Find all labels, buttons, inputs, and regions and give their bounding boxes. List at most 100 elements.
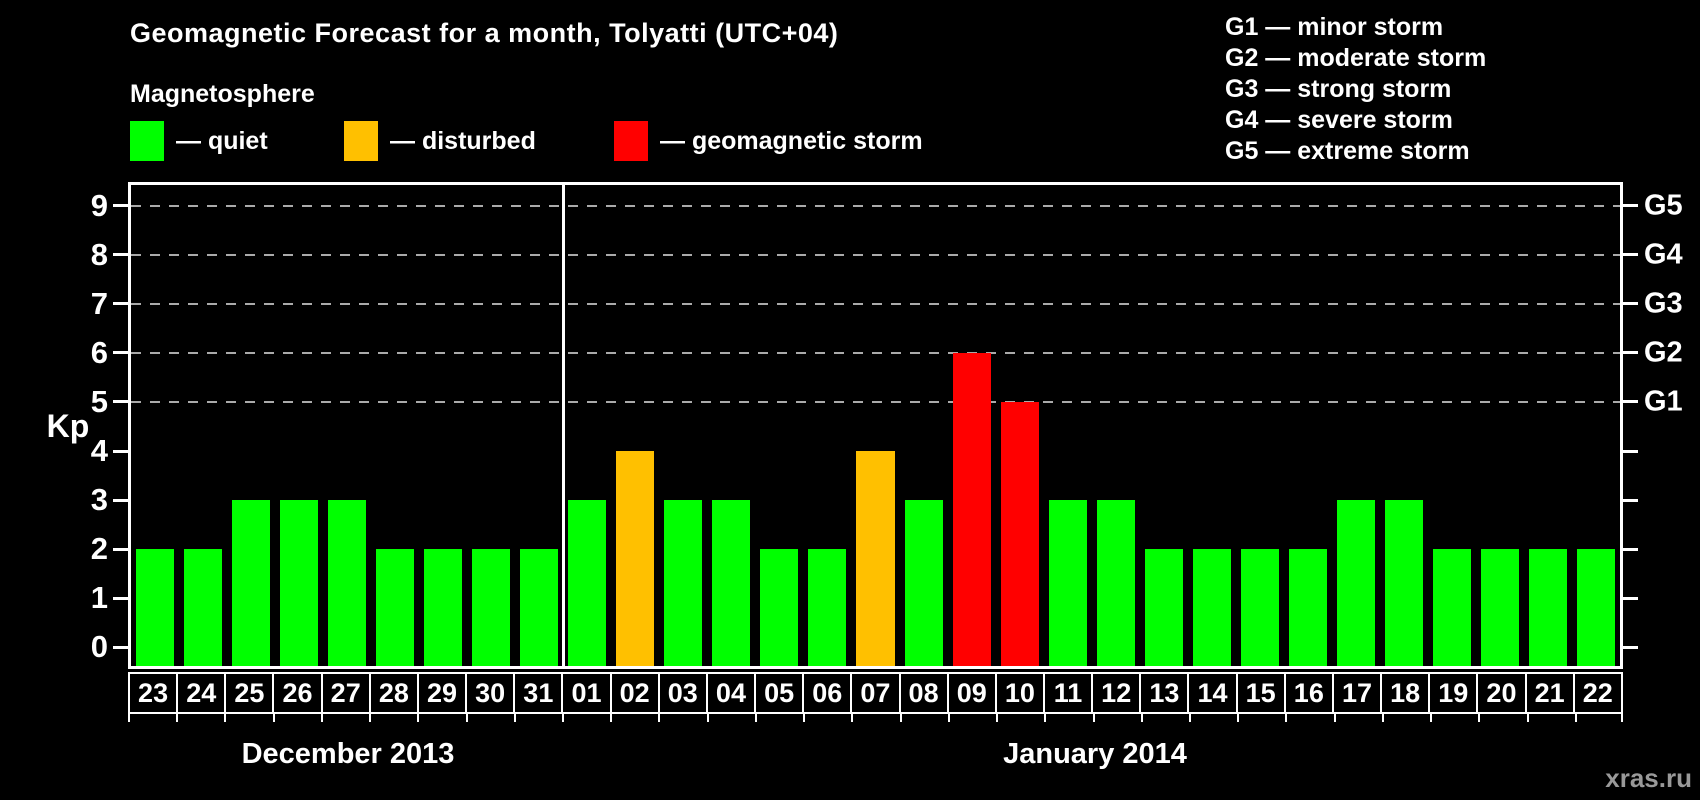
g-scale-label-G2: G2 bbox=[1644, 336, 1683, 369]
bar-slot-24 bbox=[179, 185, 227, 666]
day-label-14: 14 bbox=[1187, 672, 1238, 714]
x-axis-tick-20 bbox=[1092, 714, 1095, 722]
kp-bar-02 bbox=[616, 451, 655, 666]
bar-slot-02 bbox=[611, 185, 659, 666]
bar-slot-31 bbox=[515, 185, 563, 666]
y-tick-label-2: 2 bbox=[90, 531, 108, 567]
kp-bar-31 bbox=[520, 549, 559, 666]
bar-slot-26 bbox=[275, 185, 323, 666]
bar-slot-20 bbox=[1476, 185, 1524, 666]
kp-bar-15 bbox=[1240, 549, 1279, 666]
y-tick-right-4 bbox=[1623, 449, 1638, 453]
kp-bar-29 bbox=[424, 549, 463, 666]
day-label-20: 20 bbox=[1476, 672, 1527, 714]
x-axis-tick-16 bbox=[899, 714, 902, 722]
kp-bar-07 bbox=[856, 451, 895, 666]
bar-slot-15 bbox=[1236, 185, 1284, 666]
x-axis-tick-3 bbox=[272, 714, 275, 722]
plot-inner: 0 1 2 3 4 5 G1 6 G2 7 G3 8 G4 9 G5 bbox=[91, 185, 1683, 666]
y-tick-label-1: 1 bbox=[90, 580, 108, 616]
x-axis-tick-14 bbox=[803, 714, 806, 722]
kp-bar-05 bbox=[760, 549, 799, 666]
gridline-kp5 bbox=[131, 400, 1620, 403]
bar-slot-30 bbox=[467, 185, 515, 666]
plot-area: 0 1 2 3 4 5 G1 6 G2 7 G3 8 G4 9 G5 bbox=[91, 182, 1683, 669]
kp-bar-16 bbox=[1288, 549, 1327, 666]
storm-scale-line-g4: G4 — severe storm bbox=[1225, 106, 1453, 134]
bar-slot-04 bbox=[707, 185, 755, 666]
magnetosphere-legend-heading: Magnetosphere bbox=[130, 80, 315, 108]
y-tick-right-6 bbox=[1623, 351, 1638, 355]
day-label-16: 16 bbox=[1283, 672, 1334, 714]
kp-bar-21 bbox=[1528, 549, 1567, 666]
x-axis-tick-29 bbox=[1526, 714, 1529, 722]
day-label-07: 07 bbox=[850, 672, 901, 714]
x-axis-tick-31 bbox=[1621, 714, 1623, 722]
day-label-23: 23 bbox=[128, 672, 179, 714]
day-label-08: 08 bbox=[898, 672, 949, 714]
y-tick-right-7 bbox=[1623, 302, 1638, 306]
kp-bar-08 bbox=[904, 500, 943, 666]
y-tick-left-5 bbox=[113, 400, 128, 404]
y-tick-label-6: 6 bbox=[90, 334, 108, 370]
kp-bar-20 bbox=[1480, 549, 1519, 666]
day-label-06: 06 bbox=[802, 672, 853, 714]
kp-bar-12 bbox=[1096, 500, 1135, 666]
day-label-27: 27 bbox=[320, 672, 371, 714]
y-tick-left-3 bbox=[113, 498, 128, 502]
y-tick-label-8: 8 bbox=[90, 236, 108, 272]
kp-bar-17 bbox=[1336, 500, 1375, 666]
kp-bar-30 bbox=[472, 549, 511, 666]
kp-bar-27 bbox=[328, 500, 367, 666]
y-tick-left-2 bbox=[113, 547, 128, 551]
kp-bar-14 bbox=[1192, 549, 1231, 666]
y-tick-label-5: 5 bbox=[90, 383, 108, 419]
y-tick-left-1 bbox=[113, 596, 128, 600]
kp-bar-11 bbox=[1048, 500, 1087, 666]
kp-bar-25 bbox=[232, 500, 271, 666]
bar-slot-25 bbox=[227, 185, 275, 666]
month-label-january: January 2014 bbox=[1003, 738, 1187, 770]
gridline-kp7 bbox=[131, 302, 1620, 305]
day-label-17: 17 bbox=[1331, 672, 1383, 714]
day-label-02: 02 bbox=[609, 672, 660, 714]
x-axis-tick-5 bbox=[369, 714, 372, 722]
bar-slot-21 bbox=[1524, 185, 1572, 666]
y-tick-right-3 bbox=[1623, 498, 1638, 502]
bar-slot-16 bbox=[1284, 185, 1332, 666]
kp-bar-28 bbox=[376, 549, 415, 666]
storm-scale-legend: G1 — minor storm G2 — moderate storm G3 … bbox=[1225, 12, 1486, 167]
g-scale-label-G5: G5 bbox=[1644, 189, 1683, 222]
x-axis-tick-21 bbox=[1140, 714, 1143, 722]
kp-bar-18 bbox=[1384, 500, 1423, 666]
day-label-13: 13 bbox=[1139, 672, 1190, 714]
g-scale-label-G4: G4 bbox=[1644, 238, 1683, 271]
x-axis-tick-28 bbox=[1478, 714, 1481, 722]
gridline-kp9 bbox=[131, 204, 1620, 207]
day-label-18: 18 bbox=[1380, 672, 1431, 714]
kp-bar-24 bbox=[184, 549, 223, 666]
kp-bar-09 bbox=[952, 352, 991, 666]
day-label-01: 01 bbox=[561, 672, 612, 714]
x-axis-tick-19 bbox=[1044, 714, 1047, 722]
x-axis-tick-4 bbox=[320, 714, 323, 722]
kp-bar-26 bbox=[280, 500, 319, 666]
legend-item-quiet: — quiet bbox=[130, 120, 268, 162]
storm-scale-line-g3: G3 — strong storm bbox=[1225, 75, 1452, 103]
y-tick-label-7: 7 bbox=[90, 285, 108, 321]
x-axis-tick-12 bbox=[706, 714, 709, 722]
y-tick-left-4 bbox=[113, 449, 128, 453]
bar-slot-06 bbox=[803, 185, 851, 666]
bar-slot-12 bbox=[1092, 185, 1140, 666]
day-label-29: 29 bbox=[416, 672, 468, 714]
x-axis-tick-17 bbox=[947, 714, 950, 722]
legend-item-disturbed: — disturbed bbox=[344, 120, 536, 162]
bar-slot-09 bbox=[948, 185, 996, 666]
bar-slot-22 bbox=[1572, 185, 1620, 666]
x-axis-tick-30 bbox=[1574, 714, 1577, 722]
chart-title: Geomagnetic Forecast for a month, Tolyat… bbox=[130, 18, 839, 48]
x-axis-tick-22 bbox=[1188, 714, 1191, 722]
bar-slot-19 bbox=[1428, 185, 1476, 666]
bar-slot-14 bbox=[1188, 185, 1236, 666]
bar-slot-29 bbox=[419, 185, 467, 666]
